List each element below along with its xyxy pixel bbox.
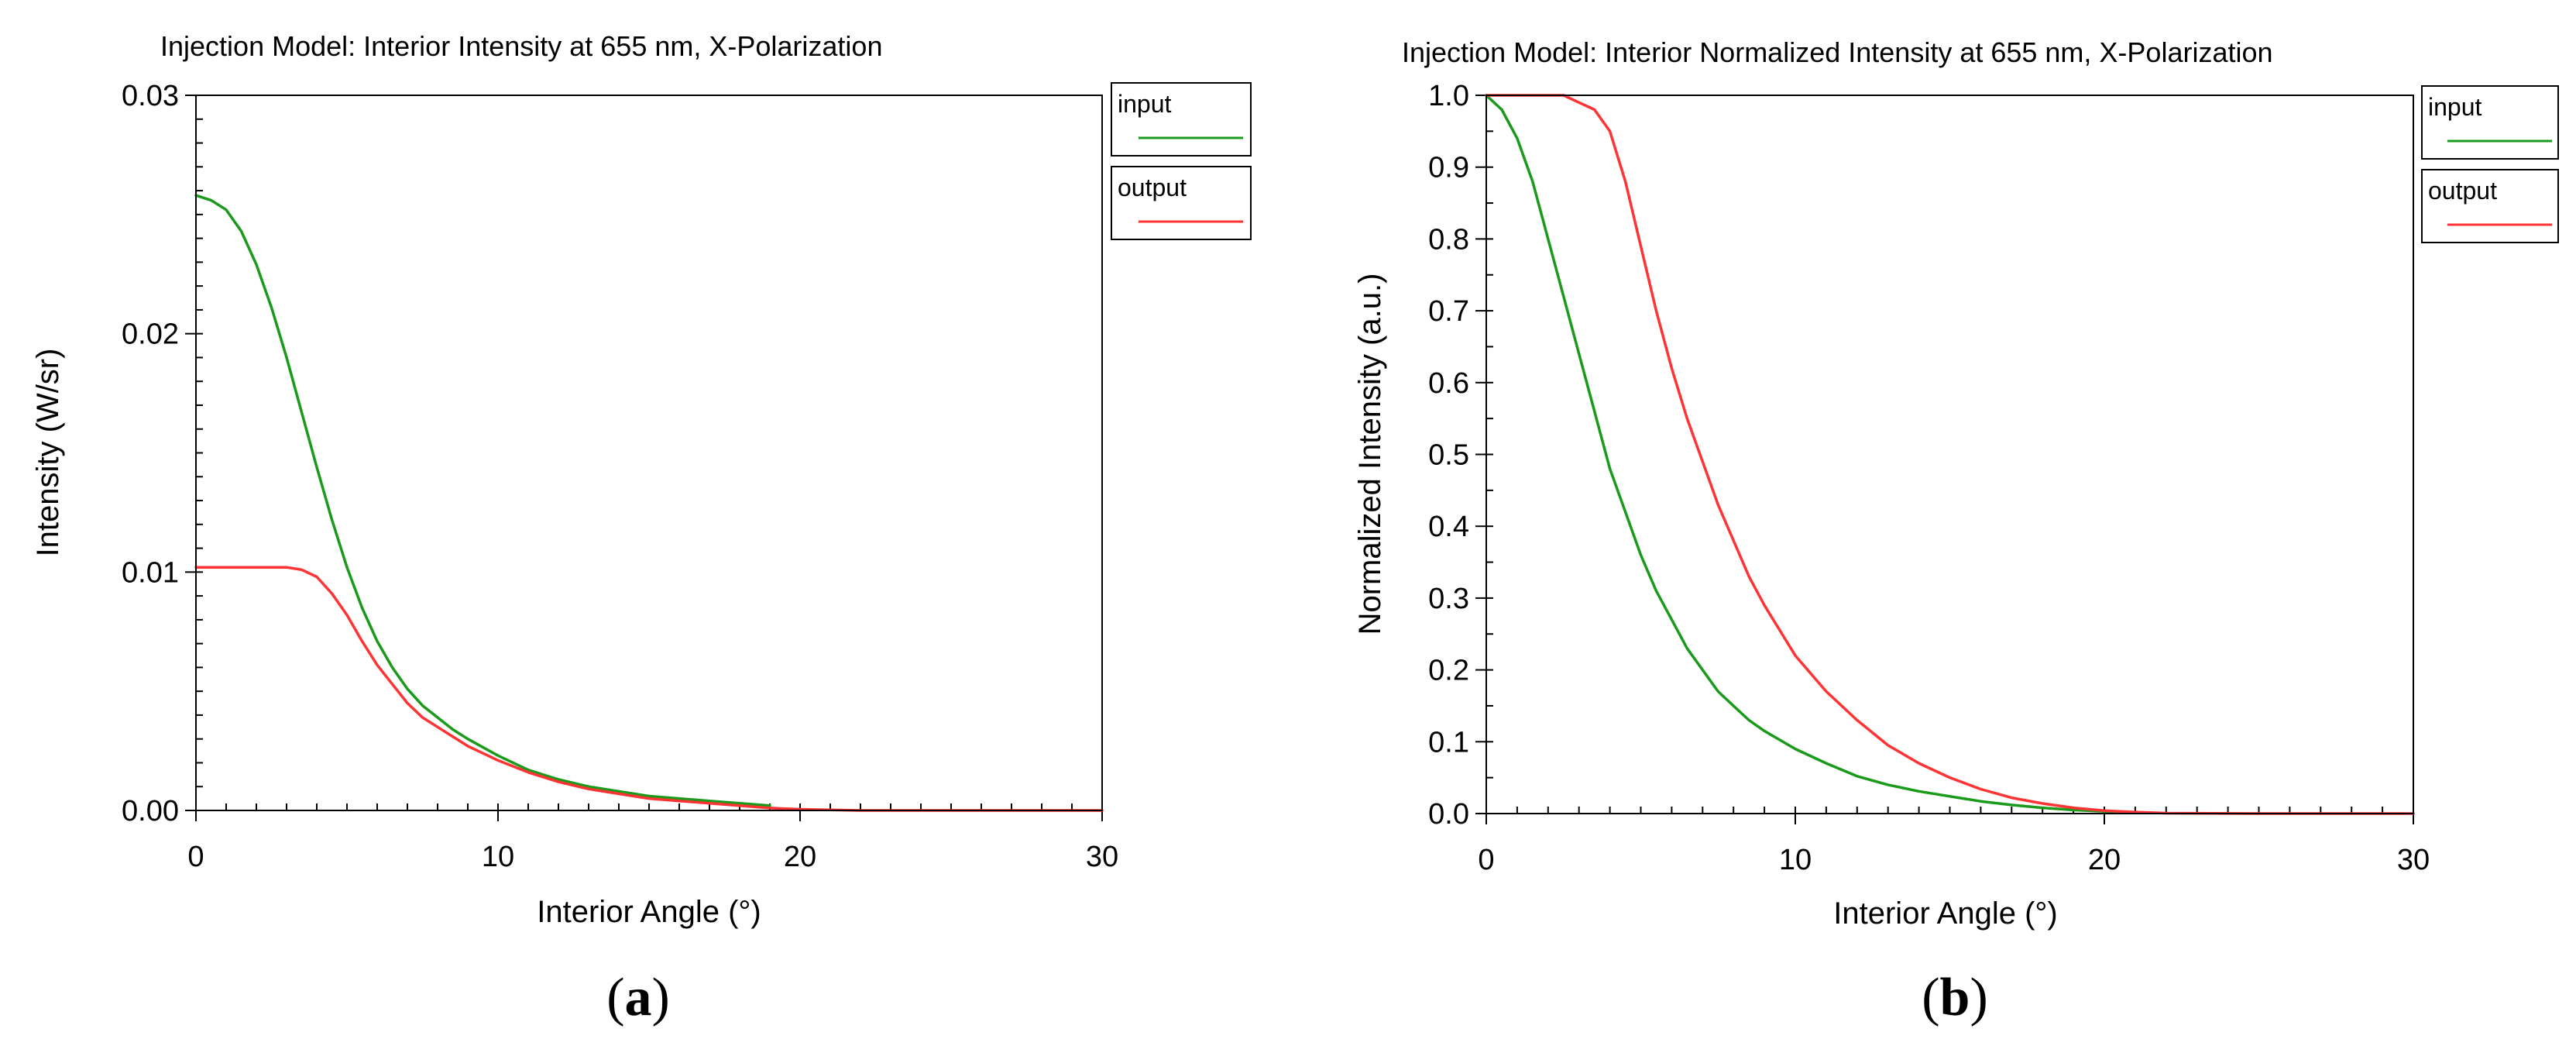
chart-a-subfigure-close: ) [652,968,670,1027]
chart-b-legend-entry-input-box [2421,85,2559,160]
chart-b-x-axis-label: Interior Angle (°) [1833,896,2057,931]
chart-b-xtick-label: 10 [1779,844,1812,876]
chart-b-xtick-label: 20 [2088,844,2121,876]
chart-b-legend-output-label: output [2428,177,2497,205]
chart-b-xtick-label: 30 [2397,844,2430,876]
chart-a-y-tick-labels: 0.00 0.01 0.02 0.03 [122,80,179,828]
chart-a-legend-entry-output-box [1111,166,1252,240]
chart-a-legend: input output [1111,82,1252,240]
chart-a-x-tick-labels: 0 10 20 30 [187,841,1118,873]
chart-a-plot-frame [195,95,1103,811]
chart-a-ytick-label: 0.01 [122,556,179,589]
chart-b-ytick-label: 0.6 [1428,367,1469,400]
chart-a-ytick-label: 0.03 [122,80,179,112]
chart-b-title: Injection Model: Interior Normalized Int… [1402,36,2273,68]
chart-b-subfigure-open: ( [1922,968,1939,1027]
chart-a-y-axis-label: Intensity (W/sr) [31,349,65,557]
chart-a-xtick-label: 30 [1086,841,1118,873]
chart-b-ytick-label: 0.5 [1428,439,1469,472]
chart-a-ytick-label: 0.02 [122,318,179,351]
chart-a-subfigure-open: ( [606,968,624,1027]
chart-b-major-ticks [1475,95,2414,824]
chart-b-legend: input output [2421,85,2559,243]
chart-b-subfigure-letter: b [1940,968,1970,1027]
chart-b-y-axis-label: Normalized Intensity (a.u.) [1353,274,1387,635]
chart-b-ytick-label: 0.4 [1428,511,1469,543]
chart-a-xtick-label: 20 [784,841,816,873]
chart-b-x-tick-labels: 0 10 20 30 [1478,844,2430,876]
chart-b-legend-entry-output-box [2421,169,2559,243]
chart-b-xtick-label: 0 [1478,844,1494,876]
chart-b-y-tick-labels: 0.0 0.1 0.2 0.3 0.4 0.5 0.6 0.7 0.8 0.9 … [1428,80,1469,831]
chart-b: Injection Model: Interior Normalized Int… [1353,36,2559,1027]
chart-a-series-input-line [194,194,771,807]
chart-b-series-output-line [1485,94,2415,815]
chart-b-ytick-label: 0.8 [1428,223,1469,256]
chart-b-ytick-label: 0.2 [1428,655,1469,687]
chart-a-xtick-label: 10 [482,841,514,873]
chart-a-title: Injection Model: Interior Intensity at 6… [160,30,882,62]
chart-a-series [194,194,1104,812]
chart-b-ytick-label: 0.3 [1428,583,1469,615]
chart-b-ytick-label: 0.0 [1428,798,1469,831]
chart-b-series-input-line [1485,94,2137,814]
chart-b-subfigure-label: (b) [1922,968,1988,1027]
chart-a-series-output-line [194,566,1104,812]
chart-a-xtick-label: 0 [187,841,204,873]
chart-b-subfigure-close: ) [1970,968,1987,1027]
chart-b-plot-frame [1485,95,2414,814]
chart-b-ytick-label: 0.1 [1428,726,1469,759]
chart-b-ytick-label: 0.9 [1428,152,1469,184]
chart-b-legend-input-label: input [2428,93,2482,121]
chart-a-x-axis-label: Interior Angle (°) [537,895,761,929]
chart-a: Injection Model: Interior Intensity at 6… [31,30,1252,1027]
chart-a-major-ticks [185,95,1103,821]
chart-a-ytick-label: 0.00 [122,795,179,828]
chart-a-legend-entry-input-box [1111,82,1252,157]
chart-b-ytick-label: 0.7 [1428,295,1469,328]
chart-a-legend-input-label: input [1118,90,1172,118]
chart-a-legend-output-label: output [1118,174,1187,201]
chart-b-ytick-label: 1.0 [1428,80,1469,112]
chart-a-subfigure-label: (a) [606,968,670,1027]
chart-a-subfigure-letter: a [625,968,652,1027]
chart-b-series [1485,94,2415,815]
